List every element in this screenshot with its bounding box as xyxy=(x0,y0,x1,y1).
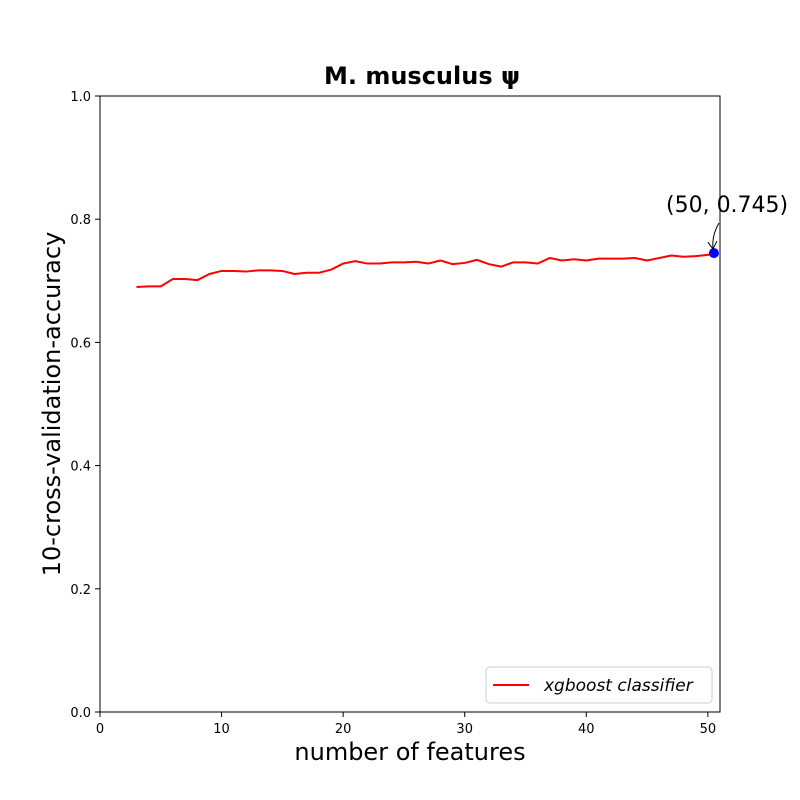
highlight-point xyxy=(708,248,719,259)
plot-area xyxy=(136,252,715,288)
x-tick-label: 0 xyxy=(96,722,104,737)
annotation: (50, 0.745) xyxy=(666,193,788,259)
y-tick-label: 0.8 xyxy=(70,213,91,228)
y-tick-label: 0.4 xyxy=(70,460,91,475)
legend-box xyxy=(485,666,713,704)
legend-label: xgboost classifier xyxy=(543,676,694,696)
x-tick-label: 30 xyxy=(456,722,473,737)
y-tick-label: 0.2 xyxy=(70,583,91,598)
plot-frame xyxy=(99,95,721,713)
x-tick-label: 10 xyxy=(213,722,230,737)
x-tick-label: 20 xyxy=(335,722,352,737)
x-tick-label: 50 xyxy=(700,722,717,737)
x-tick-label: 40 xyxy=(578,722,595,737)
y-axis-label: 10-cross-validation-accuracy xyxy=(38,232,66,577)
annotation-label: (50, 0.745) xyxy=(666,193,788,218)
annotation-arrow xyxy=(712,222,720,249)
y-tick-label: 1.0 xyxy=(70,90,91,105)
y-tick-label: 0.6 xyxy=(70,336,91,351)
chart-title: M. musculus ψ xyxy=(324,62,520,90)
axis-ticks: 0 10 20 30 40 50 0.0 0.2 0.4 0.6 0.8 1.0 xyxy=(70,90,716,737)
series-line-0 xyxy=(136,252,715,288)
legend: xgboost classifier xyxy=(485,666,713,704)
y-tick-label: 0.0 xyxy=(70,706,91,721)
x-axis-label: number of features xyxy=(294,738,525,766)
annotation-arrowhead xyxy=(707,240,718,251)
